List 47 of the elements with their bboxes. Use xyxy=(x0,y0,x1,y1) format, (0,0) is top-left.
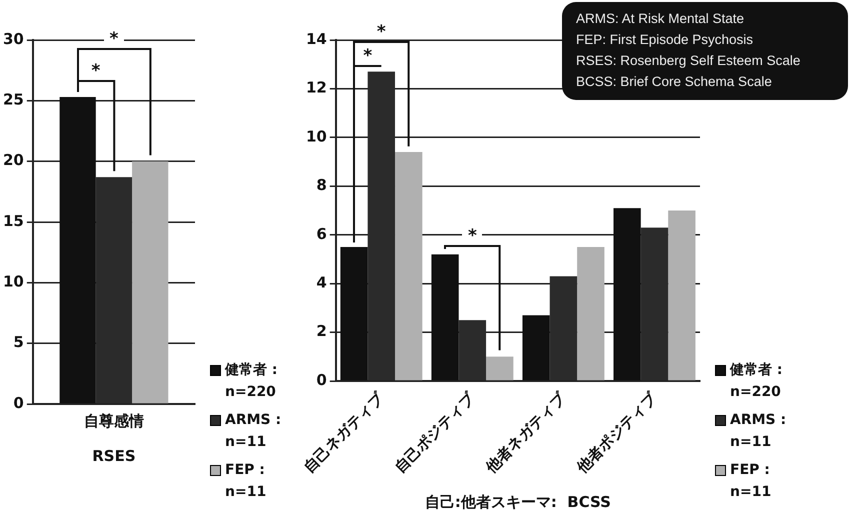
y-tick-label: 4 xyxy=(316,273,327,292)
annotation: * xyxy=(86,61,106,82)
legend-label: ARMS : n=11 xyxy=(730,411,788,452)
bar xyxy=(486,356,514,380)
legend-label: 健常者 : n=220 xyxy=(225,361,278,402)
y-tick-label: 10 xyxy=(3,272,24,291)
legend-label: 健常者 : n=220 xyxy=(730,361,784,402)
annotation: * xyxy=(462,226,482,246)
y-tick-label: 0 xyxy=(13,394,24,412)
legend-label: FEP : n=11 xyxy=(730,461,772,502)
bar xyxy=(668,210,696,380)
y-tick-label: 15 xyxy=(3,212,24,230)
y-tick-label: 30 xyxy=(3,30,24,48)
bar xyxy=(577,247,604,380)
legend-label: ARMS : n=11 xyxy=(225,411,282,452)
annotation: RSES: Rosenberg Self Esteem Scale xyxy=(576,52,802,70)
y-tick-label: 12 xyxy=(306,78,327,97)
bar xyxy=(431,254,459,380)
annotation: BCSS: Brief Core Schema Scale xyxy=(576,73,773,91)
annotation: * xyxy=(371,22,392,42)
y-tick-label: 25 xyxy=(3,90,24,109)
abbreviation-box: ARMS: At Risk Mental State FEP: First Episode Psychosis RSES: Rosenberg Self Esteem Scale BCSS: Brief Core Schema Scale xyxy=(562,2,848,100)
legend-label: FEP : n=11 xyxy=(225,461,268,502)
x-tick-label: 他者ポジティブ xyxy=(572,388,661,477)
bar xyxy=(132,161,168,404)
bar xyxy=(522,315,550,380)
y-tick-label: 5 xyxy=(13,333,24,352)
annotation: FEP: First Episode Psychosis xyxy=(576,31,754,49)
bar xyxy=(340,247,368,380)
y-tick-label: 8 xyxy=(316,176,327,194)
y-tick-label: 0 xyxy=(316,370,327,389)
x-axis-title: 自己:他者スキーマ: BCSS xyxy=(424,492,611,511)
y-tick-label: 14 xyxy=(306,30,327,48)
annotation: * xyxy=(104,29,124,50)
bar xyxy=(395,152,422,380)
x-tick-label: 他者ネガティブ xyxy=(481,388,570,477)
bar xyxy=(614,208,641,380)
y-tick-label: 2 xyxy=(316,322,327,340)
annotation: * xyxy=(358,46,378,66)
x-tick-label: 自尊感情 xyxy=(84,412,144,430)
y-tick-label: 20 xyxy=(3,151,24,170)
y-tick-label: 6 xyxy=(316,224,327,243)
y-tick-label: 10 xyxy=(306,127,327,146)
x-tick-label: 自己ネガティブ xyxy=(300,388,388,476)
x-tick-label: 自己ポジティブ xyxy=(391,388,479,476)
x-axis-title: RSES xyxy=(92,446,136,465)
bar xyxy=(60,97,96,404)
